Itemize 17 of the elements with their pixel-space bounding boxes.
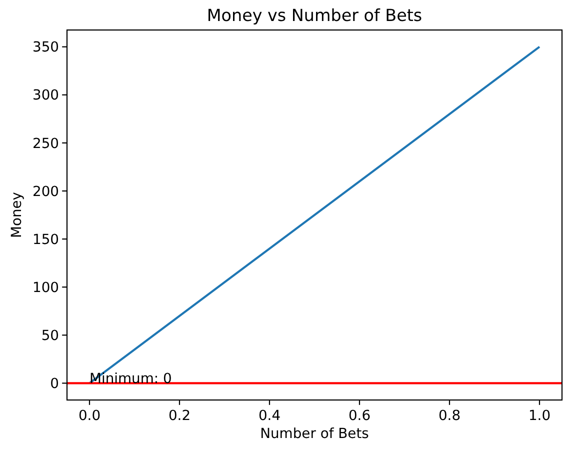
y-tick-label: 200 [32, 184, 59, 200]
y-tick-label: 100 [32, 280, 59, 296]
y-tick-label: 0 [50, 376, 59, 392]
y-tick-label: 250 [32, 136, 59, 152]
x-tick-label: 0.2 [168, 408, 191, 424]
x-tick-label: 0.0 [78, 408, 101, 424]
x-tick-label: 0.8 [438, 408, 461, 424]
x-tick-label: 0.6 [348, 408, 371, 424]
x-axis-title: Number of Bets [260, 426, 369, 442]
y-tick-label: 150 [32, 232, 59, 248]
y-tick-label: 350 [32, 40, 59, 56]
x-tick-label: 1.0 [528, 408, 551, 424]
x-tick-label: 0.4 [258, 408, 281, 424]
y-tick-label: 300 [32, 88, 59, 104]
chart-title: Money vs Number of Bets [206, 5, 422, 25]
y-tick-label: 50 [41, 328, 59, 344]
y-axis-title: Money [9, 192, 25, 238]
